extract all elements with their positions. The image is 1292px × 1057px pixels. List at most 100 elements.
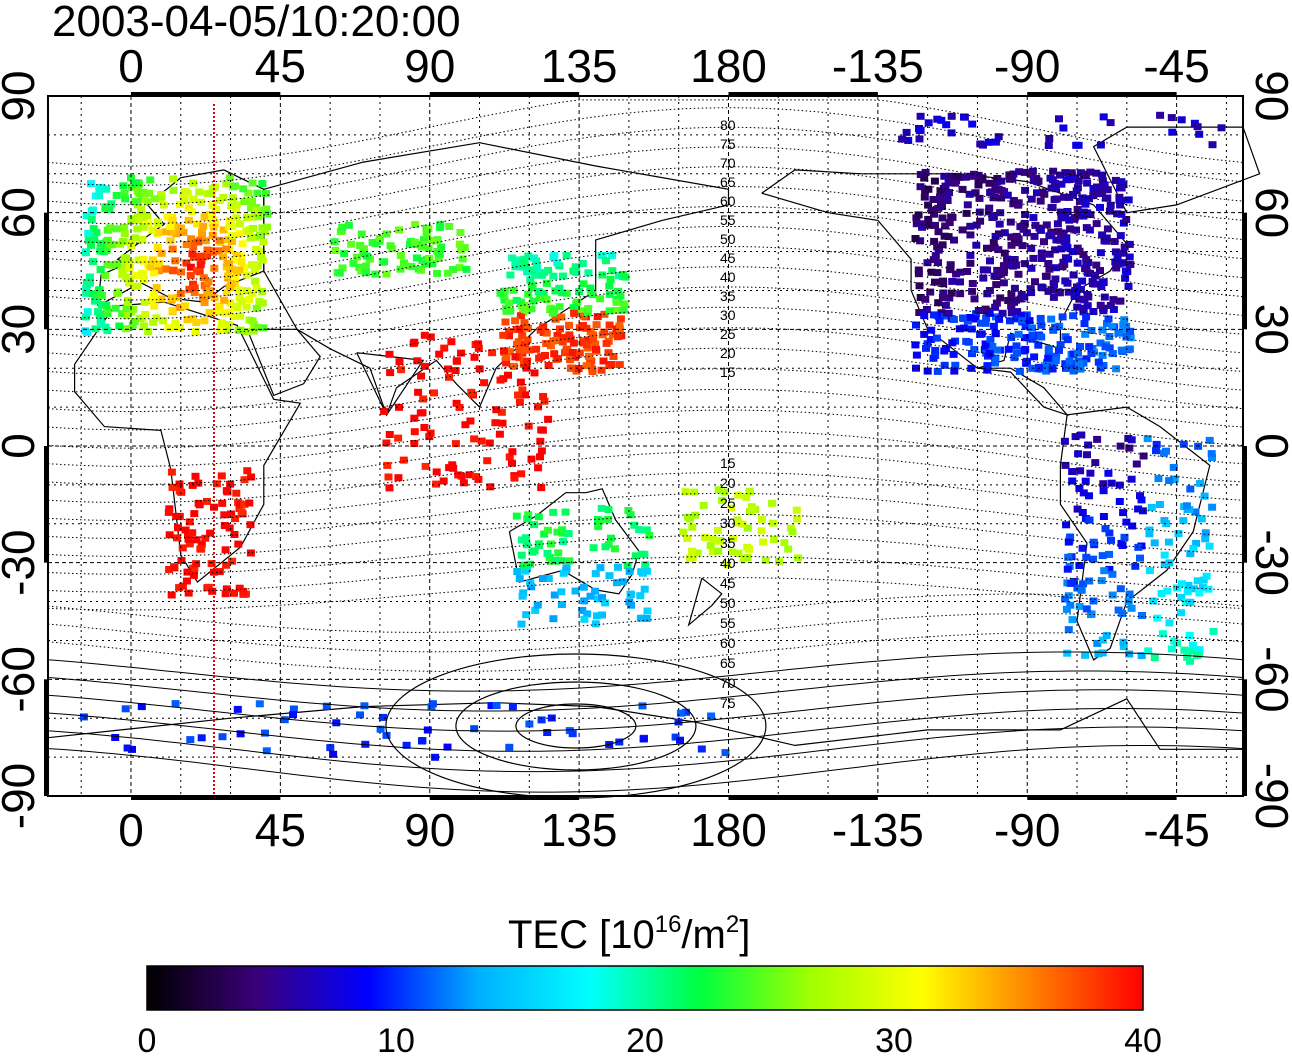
tec-cell xyxy=(902,128,911,136)
tec-cell xyxy=(262,190,270,197)
magnetic-contour xyxy=(47,246,1244,320)
tec-cell xyxy=(959,324,968,332)
tec-cell xyxy=(1075,562,1084,569)
tec-cell xyxy=(502,307,511,315)
tec-cell xyxy=(499,347,508,355)
tec-cell xyxy=(956,290,965,298)
tec-cell xyxy=(166,223,175,230)
tec-cell xyxy=(605,307,614,315)
tec-cell xyxy=(1010,239,1019,247)
tec-cell xyxy=(1183,588,1192,596)
tec-cell xyxy=(1178,580,1186,588)
tec-cell xyxy=(512,296,521,304)
tec-cell xyxy=(1048,365,1057,373)
bottom-longitude-label: -90 xyxy=(994,804,1060,856)
tec-cell xyxy=(951,179,960,187)
tec-cell xyxy=(572,300,581,308)
tec-cell xyxy=(1174,530,1183,537)
magnetic-contour xyxy=(47,146,1244,225)
tec-cell xyxy=(154,267,163,275)
tec-cell xyxy=(549,272,558,280)
tec-cell xyxy=(942,121,951,129)
tec-cell xyxy=(1055,322,1064,330)
tec-cell xyxy=(1193,577,1202,585)
tec-cell xyxy=(981,340,990,348)
tec-cell xyxy=(1044,349,1053,357)
tec-cell xyxy=(1119,321,1128,329)
tec-cell xyxy=(983,244,991,252)
tec-cell xyxy=(950,236,958,244)
tec-cell xyxy=(1054,228,1063,236)
tec-cell xyxy=(523,515,532,523)
tec-cell xyxy=(961,173,970,181)
tec-cell xyxy=(916,171,925,178)
contour-label: 60 xyxy=(720,193,736,209)
tec-cell xyxy=(1079,359,1088,367)
tec-cell xyxy=(191,328,200,335)
tec-cell xyxy=(1179,440,1188,448)
tec-cell xyxy=(467,388,476,396)
tec-cell xyxy=(1099,307,1108,315)
tec-cell xyxy=(1066,225,1075,233)
tec-cell xyxy=(180,196,189,204)
tec-cell xyxy=(511,353,520,361)
tec-cell xyxy=(193,220,202,228)
tec-cell xyxy=(1107,479,1116,487)
tec-cell xyxy=(516,312,525,320)
tec-cell xyxy=(1136,492,1144,500)
tec-cell xyxy=(976,217,985,225)
tec-cell xyxy=(474,340,483,348)
tec-cell xyxy=(966,251,975,259)
tec-cell xyxy=(79,713,88,721)
tec-cell xyxy=(107,200,116,208)
tec-cell xyxy=(401,262,410,270)
tec-cell xyxy=(1064,626,1073,634)
tec-cell xyxy=(1121,267,1130,275)
tec-cell xyxy=(1009,262,1017,270)
tec-cell xyxy=(95,310,104,318)
tec-cell xyxy=(568,730,577,738)
tec-cell xyxy=(1081,172,1090,180)
tec-cell xyxy=(1060,193,1069,201)
tec-cell xyxy=(786,524,795,532)
tec-cell xyxy=(948,277,957,285)
tec-cell xyxy=(952,270,961,278)
tec-cell xyxy=(164,508,173,516)
tec-cell xyxy=(470,435,479,443)
tec-cell xyxy=(179,192,188,200)
tec-cell xyxy=(1029,177,1038,185)
tec-cell xyxy=(966,259,975,267)
tec-cell xyxy=(523,336,532,344)
tec-cell xyxy=(1078,544,1087,552)
tec-cell xyxy=(580,597,589,605)
tec-cell xyxy=(1201,535,1210,543)
tec-cell xyxy=(521,567,530,575)
tec-cell xyxy=(626,590,635,598)
tec-cell xyxy=(524,252,533,260)
tec-cell xyxy=(1014,201,1023,209)
tec-cell xyxy=(1069,350,1078,358)
tec-cell xyxy=(690,488,699,496)
tec-cell xyxy=(553,528,562,536)
tec-cell xyxy=(898,135,907,143)
tec-cell xyxy=(544,575,553,582)
tec-cell xyxy=(1193,651,1202,659)
tec-cell xyxy=(514,391,522,399)
tec-cell xyxy=(1121,274,1130,282)
tec-cell xyxy=(968,350,976,358)
tec-cell xyxy=(688,523,697,531)
tec-cell xyxy=(1074,349,1082,357)
tec-cell xyxy=(208,231,217,239)
tec-cell xyxy=(194,499,203,507)
tec-cell xyxy=(218,733,227,741)
tec-cell xyxy=(103,261,112,269)
tec-cell xyxy=(1126,261,1135,268)
tec-cell xyxy=(1048,203,1057,211)
tec-cell xyxy=(132,272,141,279)
colorbar-title-sup1: 16 xyxy=(655,911,682,938)
tec-cell xyxy=(985,350,994,357)
tec-cell xyxy=(1021,186,1030,194)
tec-cell xyxy=(526,579,535,587)
tec-cell xyxy=(240,264,249,272)
tec-cell xyxy=(185,540,194,548)
